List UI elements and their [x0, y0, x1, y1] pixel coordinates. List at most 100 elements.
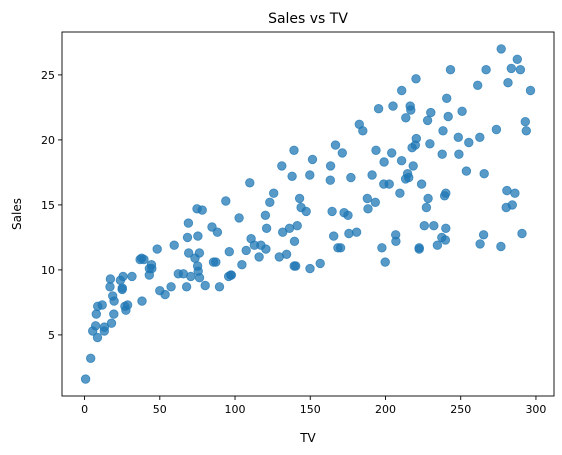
data-point: [234, 213, 244, 223]
data-point: [183, 248, 194, 258]
data-point: [260, 210, 271, 221]
data-point: [478, 230, 489, 240]
data-point: [362, 193, 373, 204]
data-point: [454, 149, 464, 159]
data-point: [325, 175, 336, 185]
data-point: [401, 113, 411, 123]
y-tick-label: 10: [41, 264, 55, 277]
data-point: [457, 106, 467, 117]
data-point: [411, 74, 421, 84]
data-point: [422, 115, 433, 126]
data-point: [294, 193, 305, 204]
data-point: [118, 271, 128, 282]
data-point: [496, 241, 506, 252]
data-point: [391, 230, 401, 240]
data-point: [200, 280, 210, 291]
data-point: [139, 254, 149, 265]
data-point: [343, 210, 353, 221]
data-point: [395, 188, 405, 198]
data-point: [315, 258, 325, 269]
data-point: [373, 103, 384, 114]
data-point: [109, 296, 119, 306]
data-point: [137, 296, 147, 306]
data-point: [186, 271, 196, 282]
data-point: [517, 228, 527, 239]
data-point: [292, 220, 302, 231]
data-point: [396, 155, 407, 166]
data-point: [371, 145, 381, 156]
data-point: [387, 148, 397, 158]
x-tick-label: 200: [375, 403, 396, 416]
data-point: [388, 101, 398, 111]
data-point: [183, 218, 194, 228]
data-point: [117, 283, 128, 293]
data-point: [265, 197, 275, 208]
data-point: [515, 64, 526, 75]
data-point: [90, 321, 101, 331]
data-point: [212, 227, 223, 237]
data-point: [510, 188, 520, 198]
data-point: [429, 220, 439, 231]
data-point: [91, 309, 102, 319]
data-point: [109, 309, 119, 319]
data-point: [106, 318, 117, 328]
x-axis-label: TV: [299, 431, 316, 445]
data-point: [337, 148, 348, 158]
data-point: [261, 223, 272, 234]
data-point: [419, 220, 430, 231]
data-point: [503, 77, 513, 88]
data-point: [281, 249, 292, 260]
data-point: [105, 274, 116, 284]
data-point: [408, 161, 418, 171]
data-point: [475, 239, 485, 249]
data-point: [507, 200, 518, 210]
data-point: [346, 172, 356, 183]
data-point: [481, 64, 491, 75]
data-point: [525, 85, 536, 96]
data-point: [152, 244, 162, 254]
data-point: [211, 257, 221, 267]
data-point: [502, 185, 512, 196]
data-points: [80, 44, 536, 384]
data-point: [506, 63, 517, 74]
data-point: [284, 223, 295, 234]
data-point: [181, 282, 192, 292]
x-tick-label: 150: [300, 403, 321, 416]
x-tick-label: 0: [81, 403, 88, 416]
data-point: [224, 246, 235, 257]
data-point: [307, 154, 318, 165]
y-tick-label: 25: [41, 69, 55, 82]
data-point: [367, 170, 377, 180]
y-tick-label: 5: [48, 329, 55, 342]
data-point: [291, 261, 301, 271]
data-point: [421, 202, 432, 213]
data-point: [461, 166, 472, 176]
data-point: [520, 116, 531, 127]
data-point: [414, 243, 424, 253]
data-point: [479, 168, 489, 179]
data-point: [464, 137, 474, 148]
data-point: [193, 231, 203, 241]
y-axis: 5 10 15 20 25: [41, 69, 62, 342]
data-point: [406, 105, 416, 115]
data-point: [491, 124, 502, 135]
data-point: [377, 243, 387, 253]
data-point: [496, 44, 506, 54]
data-point: [241, 245, 251, 256]
data-point: [194, 248, 205, 258]
data-point: [147, 263, 157, 274]
data-point: [214, 282, 225, 292]
data-point: [432, 240, 443, 250]
y-tick-label: 20: [41, 134, 55, 147]
data-point: [301, 206, 311, 217]
data-point: [330, 140, 341, 150]
data-point: [305, 170, 315, 180]
data-point: [384, 179, 394, 189]
data-point: [327, 206, 337, 217]
data-point: [411, 133, 422, 144]
plot-frame: [61, 31, 555, 397]
data-point: [437, 149, 447, 159]
chart-title: Sales vs TV: [268, 11, 348, 27]
data-point: [122, 300, 133, 310]
